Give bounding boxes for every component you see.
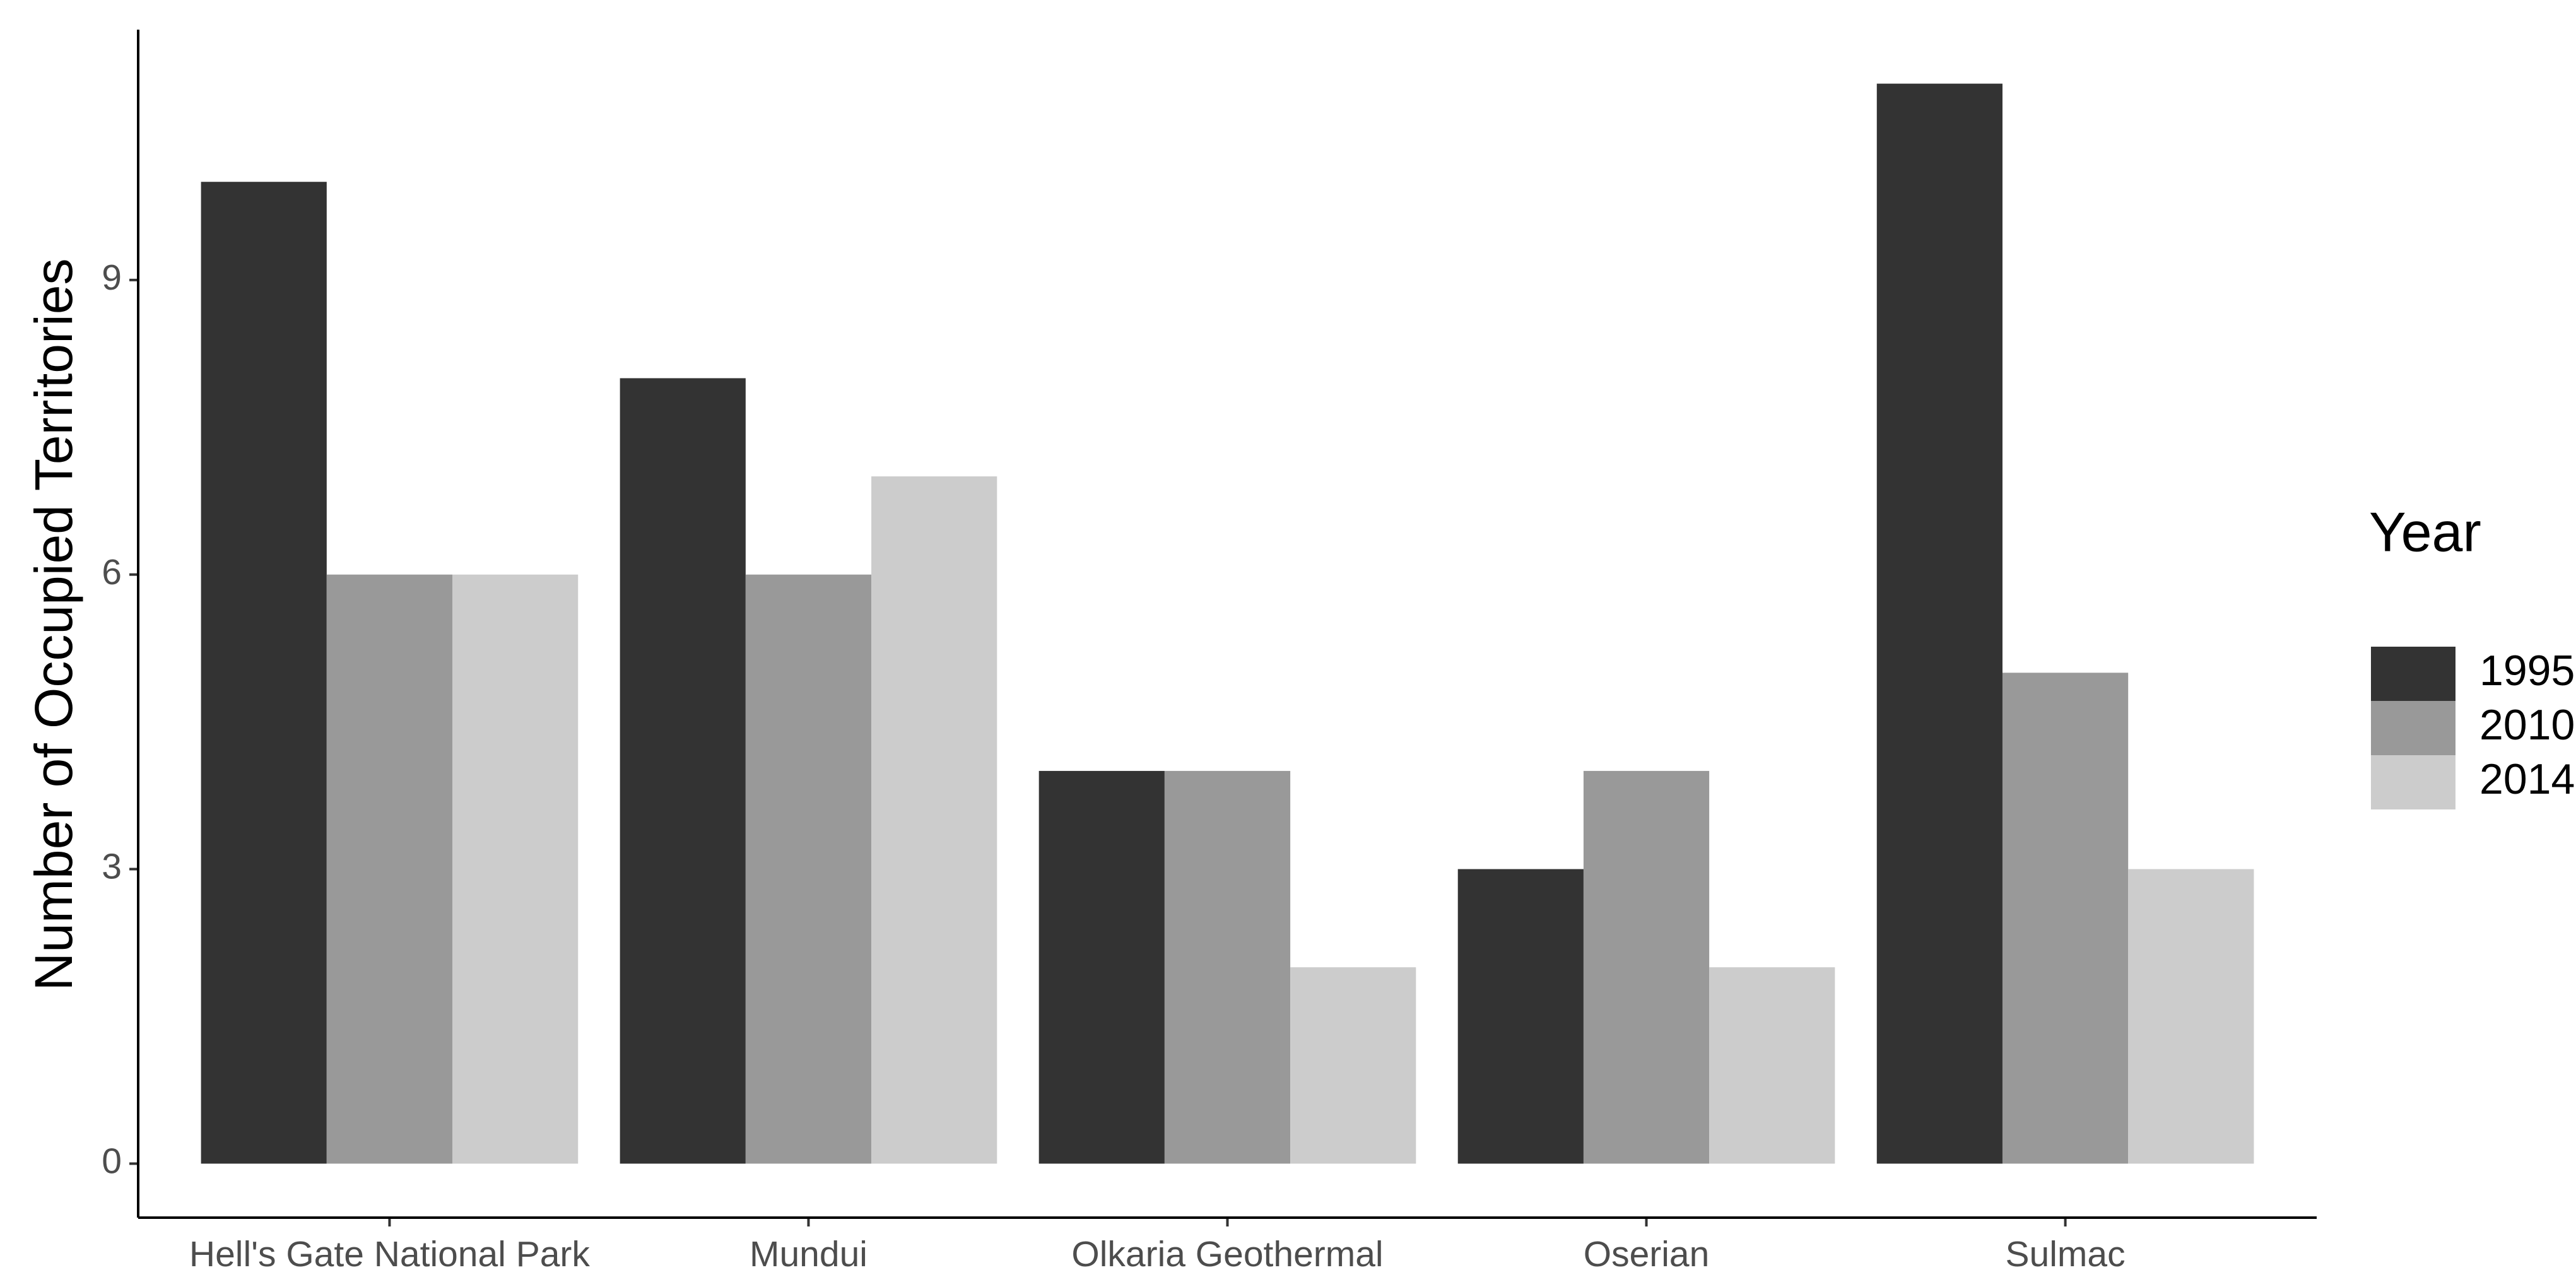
y-tick-label: 6 [102,552,122,592]
bar [871,476,997,1164]
legend-label: 1995 [2479,647,2575,695]
legend-key [2371,701,2455,755]
x-tick-label: Sulmac [2006,1234,2126,1274]
x-tick-label: Hell's Gate National Park [189,1234,590,1274]
bar [1038,770,1165,1164]
x-tick-label: Mundui [750,1234,867,1274]
legend-key [2371,755,2455,809]
bar [1876,83,2003,1164]
y-axis-title: Number of Occupied Territories [24,259,83,991]
bar [2128,869,2254,1164]
legend-key [2371,647,2455,701]
bar [201,182,327,1164]
bar [1164,770,1291,1164]
x-tick-label: Oserian [1584,1234,1710,1274]
bar [326,574,453,1164]
bar [2002,673,2129,1164]
bar [452,574,579,1164]
bar [1709,967,1835,1164]
legend-label: 2014 [2479,755,2575,803]
y-tick-label: 0 [102,1141,122,1181]
bar [745,574,872,1164]
bar [1290,967,1416,1164]
bar [1583,770,1710,1164]
y-tick-label: 9 [102,257,122,298]
x-tick-label: Olkaria Geothermal [1071,1234,1383,1274]
bar [620,378,746,1164]
legend-label: 2010 [2479,701,2575,749]
y-tick-label: 3 [102,847,122,887]
bar [1457,869,1584,1164]
legend-title: Year [2369,500,2481,563]
